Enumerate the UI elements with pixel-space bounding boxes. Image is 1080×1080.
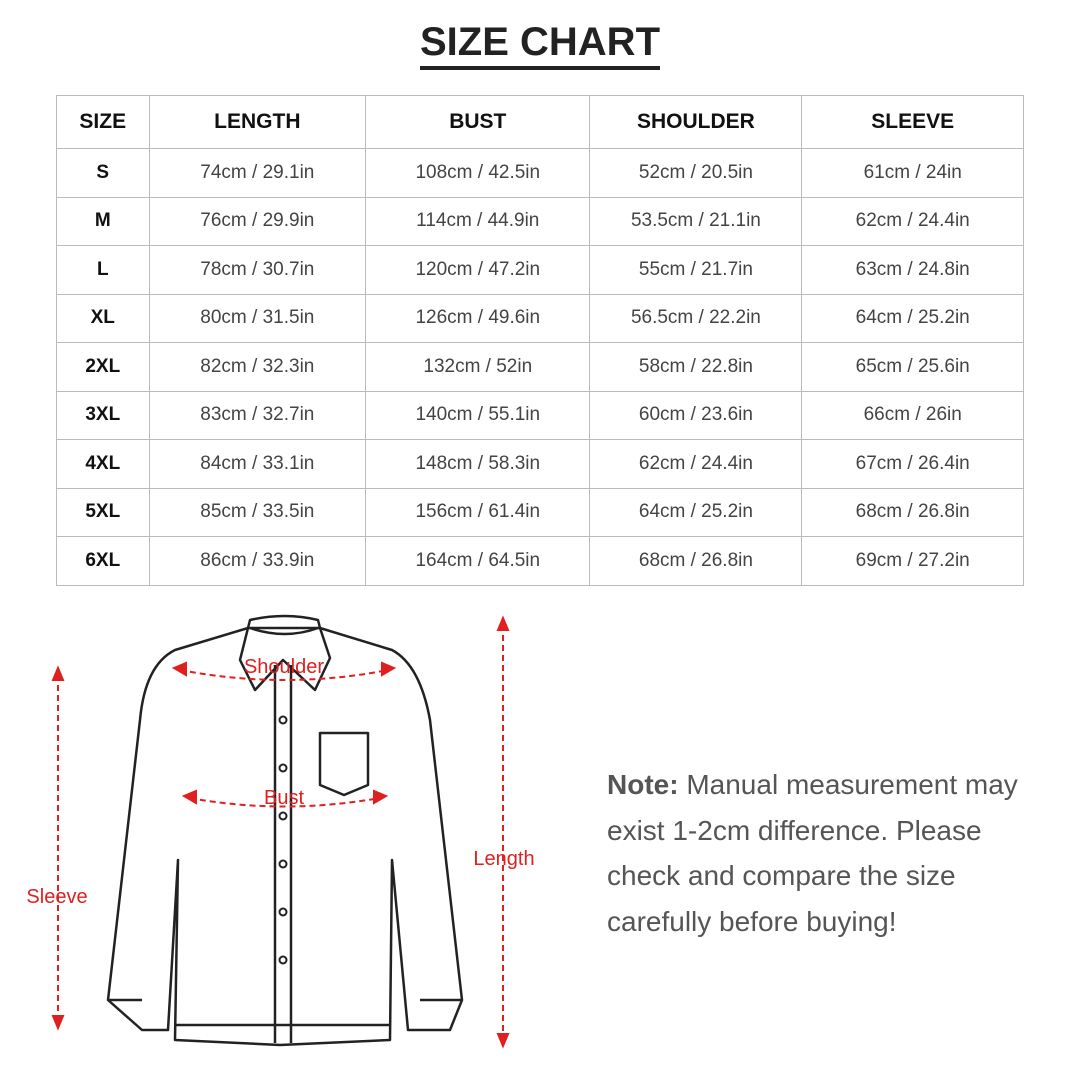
shirt-body [106, 626, 464, 1047]
bust-label: Bust [264, 787, 304, 809]
measurement-cell: 84cm / 33.1in [148, 439, 367, 489]
column-header: SLEEVE [801, 95, 1024, 149]
measurement-cell: 53.5cm / 21.1in [589, 196, 803, 246]
measurement-cell: 120cm / 47.2in [365, 245, 591, 295]
length-label: Length [473, 848, 534, 870]
measurement-cell: 80cm / 31.5in [148, 293, 367, 343]
placket [273, 665, 293, 1043]
column-header: BUST [365, 95, 591, 149]
sleeve-label: Sleeve [26, 886, 87, 908]
measurement-cell: 68cm / 26.8in [801, 487, 1024, 537]
table-row: M 76cm / 29.9in 114cm / 44.9in 53.5cm / 21.… [56, 196, 1024, 246]
size-cell: S [56, 148, 150, 198]
measurement-cell: 61cm / 24in [801, 148, 1024, 198]
table-header-row: SIZE LENGTH BUST SHOULDER SLEEVE [56, 95, 1024, 149]
measurement-cell: 69cm / 27.2in [801, 536, 1024, 586]
measurement-cell: 58cm / 22.8in [589, 342, 803, 392]
table-row: S 74cm / 29.1in 108cm / 42.5in 52cm / 20.5i… [56, 148, 1024, 198]
measurement-cell: 132cm / 52in [365, 342, 591, 392]
size-cell: 6XL [56, 536, 150, 586]
table-row: 2XL 82cm / 32.3in 132cm / 52in 58cm / 22.8i… [56, 342, 1024, 392]
measurement-cell: 114cm / 44.9in [365, 196, 591, 246]
measurement-cell: 62cm / 24.4in [589, 439, 803, 489]
size-cell: 3XL [56, 390, 150, 440]
measurement-cell: 78cm / 30.7in [148, 245, 367, 295]
column-header: LENGTH [148, 95, 367, 149]
measurement-cell: 56.5cm / 22.2in [589, 293, 803, 343]
table-row: 3XL 83cm / 32.7in 140cm / 55.1in 60cm / 23.… [56, 390, 1024, 440]
measurement-cell: 67cm / 26.4in [801, 439, 1024, 489]
shirt-diagram: Shoulder Bust Sleeve Length [26, 614, 535, 1049]
size-cell: M [56, 196, 150, 246]
table-row: 6XL 86cm / 33.9in 164cm / 64.5in 68cm / 26.… [56, 536, 1024, 586]
size-cell: XL [56, 293, 150, 343]
collar [238, 614, 332, 692]
measurement-cell: 148cm / 58.3in [365, 439, 591, 489]
measurement-cell: 55cm / 21.7in [589, 245, 803, 295]
measurement-cell: 126cm / 49.6in [365, 293, 591, 343]
size-cell: 5XL [56, 487, 150, 537]
size-cell: 4XL [56, 439, 150, 489]
measurement-cell: 156cm / 61.4in [365, 487, 591, 537]
size-table: SIZE LENGTH BUST SHOULDER SLEEVE S 74cm / 29.… [56, 95, 1024, 586]
column-header: SIZE [56, 95, 150, 149]
table-row: L 78cm / 30.7in 120cm / 47.2in 55cm / 21.7i… [56, 245, 1024, 295]
measurement-cell: 64cm / 25.2in [801, 293, 1024, 343]
measurement-cell: 164cm / 64.5in [365, 536, 591, 586]
size-cell: L [56, 245, 150, 295]
measurement-cell: 62cm / 24.4in [801, 196, 1024, 246]
measurement-cell: 66cm / 26in [801, 390, 1024, 440]
measurement-cell: 83cm / 32.7in [148, 390, 367, 440]
measurement-cell: 52cm / 20.5in [589, 148, 803, 198]
measurement-cell: 64cm / 25.2in [589, 487, 803, 537]
shoulder-label: Shoulder [244, 656, 324, 678]
measurement-cell: 74cm / 29.1in [148, 148, 367, 198]
measurement-cell: 65cm / 25.6in [801, 342, 1024, 392]
measurement-cell: 85cm / 33.5in [148, 487, 367, 537]
table-row: 4XL 84cm / 33.1in 148cm / 58.3in 62cm / 24.… [56, 439, 1024, 489]
table-row: XL 80cm / 31.5in 126cm / 49.6in 56.5cm / 22… [56, 293, 1024, 343]
note-text: Note: Manual measurement may exist 1-2cm… [607, 769, 1018, 937]
column-header: SHOULDER [589, 95, 803, 149]
measurement-cell: 108cm / 42.5in [365, 148, 591, 198]
table-row: 5XL 85cm / 33.5in 156cm / 61.4in 64cm / 25.… [56, 487, 1024, 537]
page-title: SIZE CHART [0, 20, 1080, 70]
measurement-cell: 86cm / 33.9in [148, 536, 367, 586]
measurement-cell: 63cm / 24.8in [801, 245, 1024, 295]
measurement-cell: 60cm / 23.6in [589, 390, 803, 440]
measurement-cell: 68cm / 26.8in [589, 536, 803, 586]
measurement-cell: 82cm / 32.3in [148, 342, 367, 392]
pocket [318, 731, 370, 797]
measurement-cell: 140cm / 55.1in [365, 390, 591, 440]
size-cell: 2XL [56, 342, 150, 392]
measurement-cell: 76cm / 29.9in [148, 196, 367, 246]
